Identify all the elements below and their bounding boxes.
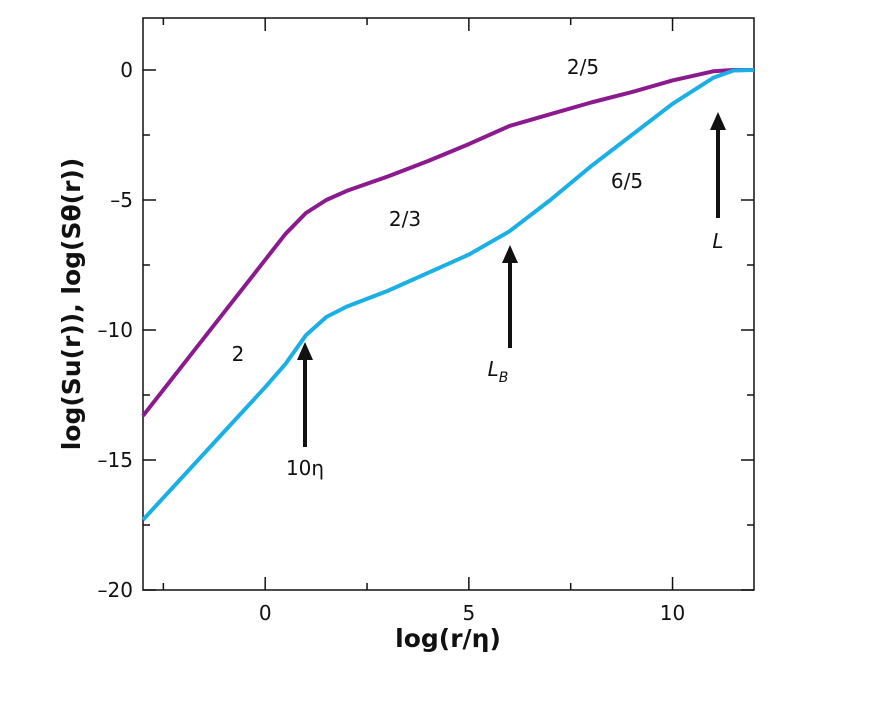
x-tick-label: 0 (259, 601, 272, 625)
annotation: 2 (232, 342, 245, 366)
annotation-subscript: B (499, 370, 509, 386)
annotation: 2/3 (389, 207, 421, 231)
annotation-text: 2/5 (567, 55, 599, 79)
annotation: LB (488, 357, 509, 386)
annotation-text: 10η (286, 456, 324, 480)
series-line (141, 68, 754, 418)
annotation-text: L (712, 229, 723, 253)
annotation-text: 2 (232, 342, 245, 366)
plot-frame (142, 17, 755, 591)
y-tick-label: –15 (98, 448, 133, 472)
annotation-text: 2/3 (389, 207, 421, 231)
arrow-head (502, 245, 518, 263)
annotation-text: L (488, 357, 499, 381)
annotation-text: 6/5 (611, 169, 643, 193)
y-tick-label: –20 (98, 578, 133, 602)
y-axis-label: log(Su(r)), log(Sθ(r)) (57, 158, 86, 451)
annotation: 2/5 (567, 55, 599, 79)
annotation: 6/5 (611, 169, 643, 193)
x-tick-label: 5 (462, 601, 475, 625)
y-tick-label: –10 (98, 318, 133, 342)
x-axis-label: log(r/η) (395, 624, 501, 653)
x-tick-label: 10 (660, 601, 685, 625)
annotation: 10η (286, 456, 324, 480)
arrow-head (297, 342, 313, 360)
annotation: L (712, 229, 723, 253)
y-tick-label: 0 (120, 58, 133, 82)
arrow-head (710, 112, 726, 130)
y-tick-label: –5 (110, 188, 133, 212)
series-line (141, 68, 755, 522)
